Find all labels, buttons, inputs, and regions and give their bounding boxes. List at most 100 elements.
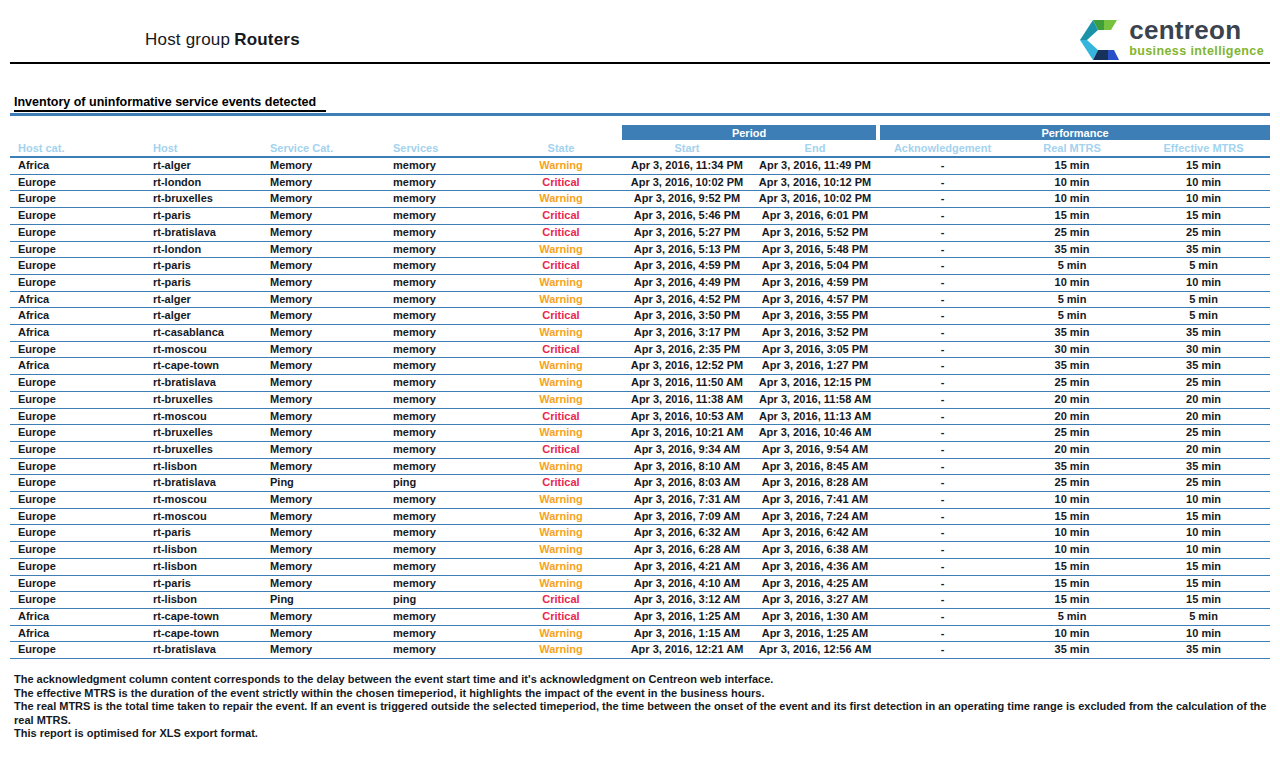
cell-state: Warning xyxy=(500,425,622,442)
table-row: Europe rt-bratislava Memory memory Criti… xyxy=(10,224,1270,241)
cell-real-mtrs: 20 min xyxy=(1007,391,1137,408)
cell-service: memory xyxy=(385,258,500,275)
cell-acknowledgement: - xyxy=(878,241,1007,258)
cell-state: Warning xyxy=(500,492,622,509)
cell-host-cat: Europe xyxy=(10,208,145,225)
cell-real-mtrs: 25 min xyxy=(1007,224,1137,241)
cell-service: memory xyxy=(385,358,500,375)
cell-host-cat: Europe xyxy=(10,508,145,525)
cell-host: rt-bratislava xyxy=(145,475,262,492)
cell-start: Apr 3, 2016, 12:21 AM xyxy=(622,642,752,659)
cell-real-mtrs: 35 min xyxy=(1007,458,1137,475)
cell-start: Apr 3, 2016, 10:53 AM xyxy=(622,408,752,425)
cell-start: Apr 3, 2016, 2:35 PM xyxy=(622,341,752,358)
cell-end: Apr 3, 2016, 6:38 AM xyxy=(752,542,878,559)
cell-state: Warning xyxy=(500,542,622,559)
cell-start: Apr 3, 2016, 4:10 AM xyxy=(622,575,752,592)
cell-state: Critical xyxy=(500,174,622,191)
cell-host: rt-bruxelles xyxy=(145,191,262,208)
table-row: Europe rt-paris Memory memory Critical A… xyxy=(10,208,1270,225)
cell-host-cat: Europe xyxy=(10,341,145,358)
cell-host: rt-moscou xyxy=(145,341,262,358)
cell-real-mtrs: 5 min xyxy=(1007,258,1137,275)
cell-service: memory xyxy=(385,308,500,325)
cell-service: memory xyxy=(385,224,500,241)
cell-service-cat: Memory xyxy=(262,341,385,358)
cell-start: Apr 3, 2016, 6:28 AM xyxy=(622,542,752,559)
cell-acknowledgement: - xyxy=(878,408,1007,425)
column-header-row: Host cat. Host Service Cat. Services Sta… xyxy=(10,140,1270,157)
section-title: Inventory of uninformative service event… xyxy=(14,95,326,112)
page-title: Host groupRouters xyxy=(145,30,300,50)
table-row: Europe rt-paris Memory memory Warning Ap… xyxy=(10,575,1270,592)
table-row: Africa rt-cape-town Memory memory Critic… xyxy=(10,608,1270,625)
report-page: Host groupRouters centreon business inte… xyxy=(0,0,1280,770)
cell-real-mtrs: 30 min xyxy=(1007,341,1137,358)
cell-start: Apr 3, 2016, 5:46 PM xyxy=(622,208,752,225)
table-row: Europe rt-moscou Memory memory Warning A… xyxy=(10,492,1270,509)
cell-effective-mtrs: 25 min xyxy=(1137,475,1270,492)
cell-service-cat: Memory xyxy=(262,441,385,458)
cell-real-mtrs: 10 min xyxy=(1007,542,1137,559)
cell-service: memory xyxy=(385,375,500,392)
cell-host-cat: Europe xyxy=(10,191,145,208)
table-row: Europe rt-moscou Memory memory Critical … xyxy=(10,408,1270,425)
cell-real-mtrs: 10 min xyxy=(1007,191,1137,208)
cell-service-cat: Memory xyxy=(262,425,385,442)
cell-real-mtrs: 10 min xyxy=(1007,274,1137,291)
cell-state: Critical xyxy=(500,475,622,492)
cell-real-mtrs: 35 min xyxy=(1007,325,1137,342)
cell-service-cat: Memory xyxy=(262,157,385,174)
page-title-hostgroup-name: Routers xyxy=(234,30,300,49)
cell-start: Apr 3, 2016, 11:38 AM xyxy=(622,391,752,408)
cell-effective-mtrs: 35 min xyxy=(1137,458,1270,475)
cell-host: rt-lisbon xyxy=(145,458,262,475)
col-header-service-cat: Service Cat. xyxy=(262,140,385,157)
cell-end: Apr 3, 2016, 10:46 AM xyxy=(752,425,878,442)
report-notes: The acknowledgment column content corres… xyxy=(14,673,1268,741)
cell-real-mtrs: 15 min xyxy=(1007,208,1137,225)
table-row: Europe rt-london Memory memory Warning A… xyxy=(10,241,1270,258)
cell-start: Apr 3, 2016, 7:31 AM xyxy=(622,492,752,509)
cell-acknowledgement: - xyxy=(878,458,1007,475)
cell-start: Apr 3, 2016, 10:02 PM xyxy=(622,174,752,191)
cell-start: Apr 3, 2016, 11:34 PM xyxy=(622,157,752,174)
cell-service: memory xyxy=(385,508,500,525)
cell-service: memory xyxy=(385,642,500,659)
cell-real-mtrs: 20 min xyxy=(1007,441,1137,458)
cell-acknowledgement: - xyxy=(878,592,1007,609)
cell-acknowledgement: - xyxy=(878,341,1007,358)
cell-end: Apr 3, 2016, 3:55 PM xyxy=(752,308,878,325)
cell-state: Warning xyxy=(500,575,622,592)
table-row: Africa rt-alger Memory memory Critical A… xyxy=(10,308,1270,325)
cell-real-mtrs: 15 min xyxy=(1007,575,1137,592)
cell-host-cat: Europe xyxy=(10,425,145,442)
cell-end: Apr 3, 2016, 3:27 AM xyxy=(752,592,878,609)
cell-end: Apr 3, 2016, 9:54 AM xyxy=(752,441,878,458)
centreon-logo-icon xyxy=(1078,18,1122,66)
cell-acknowledgement: - xyxy=(878,642,1007,659)
cell-acknowledgement: - xyxy=(878,375,1007,392)
cell-service: memory xyxy=(385,325,500,342)
cell-state: Warning xyxy=(500,508,622,525)
cell-effective-mtrs: 5 min xyxy=(1137,291,1270,308)
cell-service: memory xyxy=(385,458,500,475)
table-row: Europe rt-paris Memory memory Critical A… xyxy=(10,258,1270,275)
cell-effective-mtrs: 35 min xyxy=(1137,241,1270,258)
cell-service-cat: Memory xyxy=(262,575,385,592)
cell-state: Warning xyxy=(500,458,622,475)
cell-start: Apr 3, 2016, 4:59 PM xyxy=(622,258,752,275)
cell-host-cat: Europe xyxy=(10,274,145,291)
cell-state: Warning xyxy=(500,291,622,308)
cell-service: memory xyxy=(385,174,500,191)
cell-service: memory xyxy=(385,391,500,408)
cell-state: Critical xyxy=(500,341,622,358)
cell-state: Critical xyxy=(500,224,622,241)
note-line: The real MTRS is the total time taken to… xyxy=(14,700,1268,727)
cell-effective-mtrs: 5 min xyxy=(1137,308,1270,325)
cell-effective-mtrs: 10 min xyxy=(1137,542,1270,559)
table-row: Africa rt-alger Memory memory Warning Ap… xyxy=(10,157,1270,174)
cell-service-cat: Memory xyxy=(262,642,385,659)
table-row: Africa rt-casablanca Memory memory Warni… xyxy=(10,325,1270,342)
cell-state: Warning xyxy=(500,157,622,174)
